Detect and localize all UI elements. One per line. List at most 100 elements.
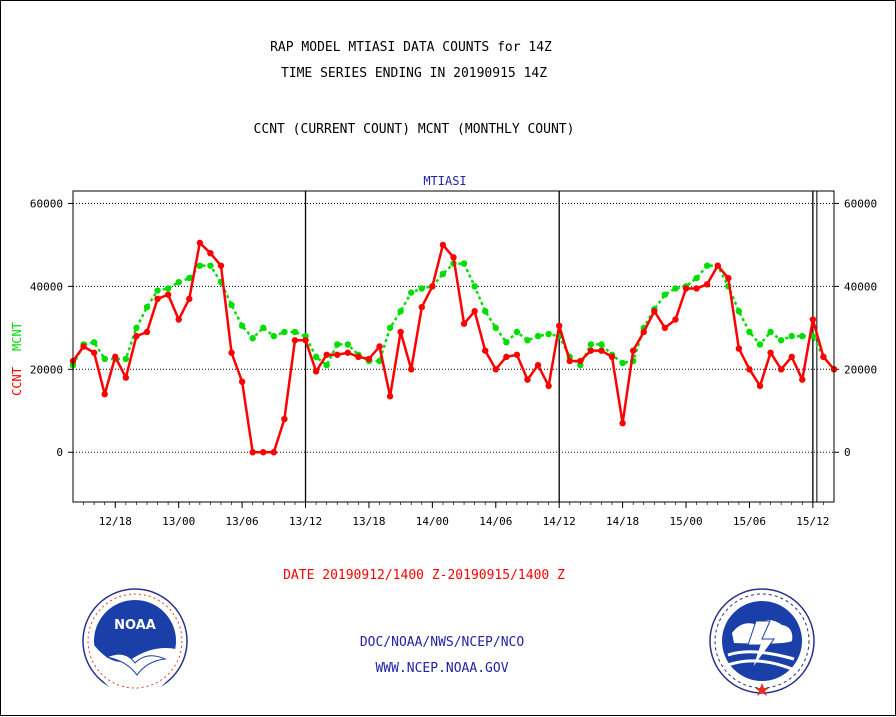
data-point-ccnt — [492, 366, 499, 373]
data-point-mcnt — [513, 328, 521, 336]
data-point-mcnt — [133, 324, 140, 332]
data-point-mcnt — [344, 341, 352, 348]
data-point-mcnt — [661, 291, 669, 298]
data-point-ccnt — [90, 349, 98, 356]
x-tick-label: 15/12 — [796, 515, 829, 528]
data-point-ccnt — [682, 285, 690, 292]
data-point-mcnt — [545, 330, 552, 338]
data-point-ccnt — [735, 345, 743, 352]
x-tick-label: 13/12 — [289, 515, 322, 528]
data-point-mcnt — [788, 332, 795, 340]
data-point-mcnt — [703, 262, 711, 269]
y-tick-label-left: 60000 — [30, 197, 63, 210]
data-point-ccnt — [238, 378, 246, 385]
data-point-ccnt — [524, 376, 531, 383]
data-point-mcnt — [249, 335, 256, 342]
data-point-ccnt — [418, 303, 425, 311]
data-point-mcnt — [482, 308, 489, 315]
nws-logo — [709, 588, 815, 696]
data-point-ccnt — [196, 239, 204, 247]
data-point-mcnt — [672, 285, 679, 292]
data-point-ccnt — [598, 347, 605, 354]
ylabel-mcnt: MCNT — [10, 322, 24, 351]
data-point-mcnt — [164, 285, 172, 292]
y-tick-label-right: 40000 — [844, 280, 877, 293]
plot-area: 60000 60000 40000 40000 20000 20000 0 0 12/18 13/… — [30, 190, 877, 528]
data-point-ccnt — [228, 349, 235, 356]
plot-border — [72, 190, 835, 503]
data-point-ccnt — [767, 349, 774, 356]
data-point-ccnt — [80, 343, 87, 350]
data-point-mcnt — [408, 289, 415, 296]
data-point-ccnt — [651, 308, 658, 315]
data-point-mcnt — [154, 287, 161, 294]
data-point-mcnt — [460, 260, 468, 267]
x-tick-label: 13/18 — [352, 515, 385, 528]
data-point-ccnt — [503, 353, 510, 361]
data-point-mcnt — [524, 337, 531, 344]
data-point-mcnt — [492, 324, 499, 332]
data-point-mcnt — [503, 339, 510, 346]
data-point-ccnt — [217, 262, 225, 269]
data-point-ccnt — [133, 332, 140, 340]
data-point-mcnt — [101, 355, 108, 363]
data-point-mcnt — [439, 270, 447, 278]
data-point-ccnt — [725, 274, 732, 282]
data-point-ccnt — [777, 366, 785, 373]
data-point-ccnt — [672, 316, 679, 323]
data-point-ccnt — [703, 281, 711, 288]
data-point-ccnt — [260, 449, 267, 456]
data-point-ccnt — [302, 337, 309, 344]
data-point-ccnt — [714, 262, 721, 269]
data-point-ccnt — [640, 328, 647, 336]
data-point-ccnt — [693, 285, 700, 292]
x-tick-label: 14/12 — [543, 515, 576, 528]
y-tick-label-right: 20000 — [844, 363, 877, 376]
data-point-mcnt — [746, 328, 753, 336]
data-point-ccnt — [471, 308, 478, 315]
y-tick-label-left: 0 — [56, 446, 63, 459]
data-point-mcnt — [260, 324, 267, 332]
data-point-ccnt — [365, 355, 373, 363]
data-point-ccnt — [175, 316, 182, 323]
data-point-ccnt — [143, 328, 151, 336]
data-point-ccnt — [112, 353, 119, 361]
data-point-mcnt — [122, 355, 130, 363]
data-point-ccnt — [312, 368, 320, 375]
data-point-ccnt — [291, 337, 299, 344]
data-point-mcnt — [693, 274, 700, 282]
data-point-ccnt — [788, 353, 795, 361]
data-point-ccnt — [460, 320, 468, 327]
data-point-ccnt — [101, 390, 108, 398]
data-point-ccnt — [608, 353, 616, 361]
data-point-mcnt — [186, 274, 193, 282]
data-point-ccnt — [450, 254, 457, 261]
data-point-ccnt — [513, 351, 521, 358]
org-line: DOC/NOAA/NWS/NCEP/NCO — [360, 635, 525, 650]
platform-label: MTIASI — [423, 174, 466, 188]
data-point-mcnt — [397, 308, 404, 315]
data-point-mcnt — [386, 324, 394, 332]
data-point-ccnt — [555, 322, 563, 329]
data-point-ccnt — [397, 328, 404, 336]
data-point-ccnt — [386, 393, 394, 400]
data-point-ccnt — [323, 351, 330, 358]
chart-legend-line: CCNT (CURRENT COUNT) MCNT (MONTHLY COUNT… — [254, 122, 575, 137]
data-point-ccnt — [534, 361, 542, 369]
data-point-mcnt — [777, 337, 785, 344]
data-point-mcnt — [767, 328, 774, 336]
data-point-ccnt — [482, 347, 489, 354]
data-point-ccnt — [376, 343, 383, 350]
data-point-mcnt — [228, 301, 235, 309]
data-point-ccnt — [334, 351, 341, 358]
data-point-mcnt — [735, 308, 743, 315]
data-point-mcnt — [281, 328, 288, 336]
data-point-mcnt — [799, 332, 806, 340]
data-point-ccnt — [429, 283, 436, 290]
data-point-ccnt — [661, 324, 669, 332]
data-point-ccnt — [270, 449, 278, 456]
data-point-ccnt — [566, 357, 573, 365]
data-point-ccnt — [355, 353, 362, 361]
date-range-label: DATE 20190912/1400 Z-20190915/1400 Z — [283, 568, 565, 583]
